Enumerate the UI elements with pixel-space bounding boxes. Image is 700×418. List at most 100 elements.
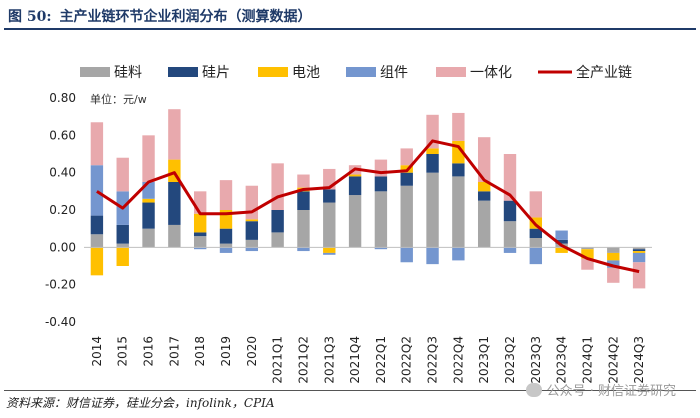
bar-segment	[400, 172, 413, 186]
bar-segment	[632, 252, 646, 263]
figure-number: 图 50:	[8, 9, 52, 25]
bar-segment	[193, 247, 207, 250]
x-tick-label: 2024Q3	[632, 336, 646, 384]
legend-label: 电池	[292, 65, 320, 81]
bar-segment	[168, 182, 181, 225]
bar-segment	[632, 251, 646, 253]
bar-segment	[503, 221, 517, 248]
figure-title: 图 50: 主产业链环节企业利润分布（测算数据）	[8, 6, 320, 26]
bar-segment	[348, 195, 362, 248]
bar-segment	[426, 148, 439, 154]
bar-segment	[116, 157, 129, 192]
bar-segment	[477, 191, 491, 201]
bar-segment	[271, 232, 284, 248]
bar-segment	[297, 191, 310, 210]
bar-segment	[503, 154, 517, 201]
bar-segment	[168, 224, 181, 248]
bar-segment	[503, 200, 517, 222]
legend-swatch	[168, 67, 198, 77]
x-tick-label: 2023Q1	[477, 336, 491, 384]
bar-segment	[374, 191, 388, 248]
bar-segment	[529, 238, 543, 248]
legend-label: 硅料	[114, 65, 142, 81]
y-tick-label: -0.20	[45, 278, 76, 292]
x-tick-label: 2023Q4	[555, 336, 569, 384]
bar-segment	[245, 185, 259, 220]
x-tick-label: 2022Q2	[400, 336, 414, 384]
x-tick-label: 2021Q4	[348, 336, 362, 384]
x-tick-label: 2014	[90, 336, 104, 367]
bar-segment	[116, 243, 129, 248]
bar-segment	[452, 176, 465, 248]
line-total-chain	[96, 139, 640, 274]
figure-title-text: 主产业链环节企业利润分布（测算数据）	[59, 9, 312, 25]
y-tick-label: 0.20	[49, 203, 76, 217]
bar-segment	[90, 215, 104, 235]
bar-segment	[400, 185, 413, 248]
bar-segment	[219, 247, 233, 253]
bar-segment	[607, 267, 620, 283]
chart: 硅料 硅片 电池 组件 一体化 全产业链 单位：元/w -0.40 -0.20 0.00 0.2…	[45, 64, 652, 384]
bar-segment	[581, 258, 594, 270]
x-tick-label: 2020	[245, 336, 259, 367]
x-tick-label: 2022Q1	[374, 336, 388, 384]
bar-segment	[607, 260, 620, 268]
legend-label: 硅片	[202, 65, 230, 81]
line-series	[96, 139, 640, 274]
legend-swatch	[80, 67, 110, 77]
bar-segment	[374, 176, 388, 192]
bar-segment	[400, 247, 413, 263]
bar-segment	[555, 239, 568, 244]
x-axis: 2014 2015 2016 2017 2018 2019 2020 2021Q1 2021Q2…	[90, 336, 646, 384]
legend-label: 组件	[380, 65, 408, 81]
bar-segment	[297, 210, 310, 248]
bar-segment	[529, 247, 543, 265]
bar-segment	[323, 252, 336, 255]
bar-segment	[193, 236, 207, 248]
bar-segment	[323, 247, 336, 253]
bar-segment	[219, 243, 233, 248]
figure-title-bar: 图 50: 主产业链环节企业利润分布（测算数据）	[4, 4, 696, 30]
bar-segment	[607, 247, 620, 253]
bar-segment	[271, 210, 284, 233]
bar-segment	[477, 182, 491, 192]
bar-segment	[607, 252, 620, 261]
x-tick-label: 2019	[219, 336, 233, 367]
bar-segment	[348, 174, 362, 177]
bar-segment	[426, 114, 439, 149]
y-tick-label: 0.40	[49, 166, 76, 180]
bar-segment	[477, 137, 491, 182]
bar-segment	[271, 163, 284, 210]
bar-segment	[323, 202, 336, 248]
bar-segment	[193, 232, 207, 237]
bar-segment	[348, 176, 362, 196]
bar-segment	[555, 230, 568, 240]
y-tick-label: -0.40	[45, 315, 76, 329]
bar-segment	[477, 200, 491, 248]
x-tick-label: 2018	[193, 336, 207, 367]
watermark: 公众号 · 财信证券研究	[525, 380, 676, 399]
bar-segment	[90, 122, 104, 166]
bar-segment	[219, 228, 233, 244]
bar-segment	[116, 224, 129, 244]
bar-segment	[219, 180, 233, 210]
bar-segment	[374, 247, 388, 250]
footer-divider	[4, 390, 696, 391]
bar-segment	[193, 213, 207, 233]
x-tick-label: 2021Q3	[322, 336, 336, 384]
bar-segment	[142, 198, 155, 203]
x-tick-label: 2023Q2	[503, 336, 517, 384]
legend: 硅料 硅片 电池 组件 一体化 全产业链	[80, 64, 632, 81]
bar-segment	[142, 202, 155, 229]
x-tick-label: 2021Q1	[271, 336, 285, 384]
x-tick-label: 2023Q3	[529, 336, 543, 384]
bar-segment	[581, 247, 594, 250]
y-tick-label: 0.60	[49, 128, 76, 142]
bar-segment	[452, 247, 465, 261]
bar-segment	[529, 228, 543, 238]
bar-segment	[323, 189, 336, 203]
legend-swatch	[346, 67, 376, 77]
bar-segment	[142, 228, 155, 248]
bar-segment	[245, 247, 259, 252]
bar-segment	[297, 247, 310, 252]
